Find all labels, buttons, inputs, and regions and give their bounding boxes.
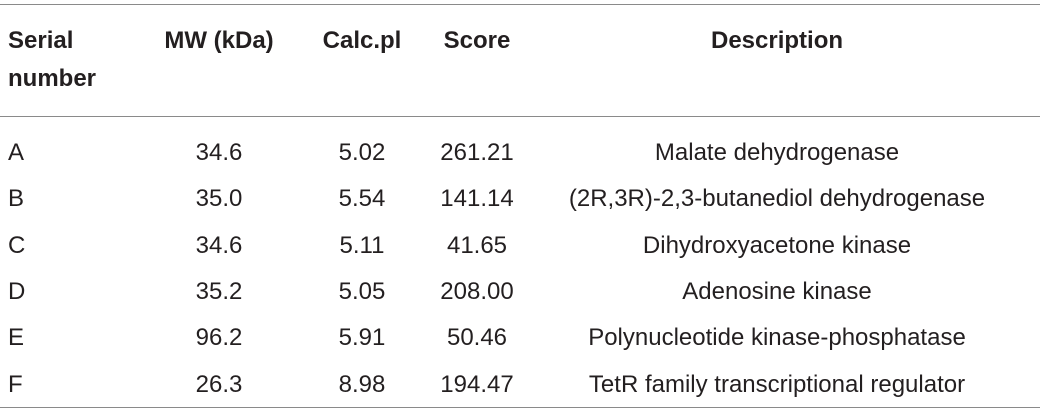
column-header: MW (kDa): [164, 27, 274, 54]
table-cell: 8.98: [338, 370, 386, 398]
table-cell: Polynucleotide kinase-phosphatase: [588, 324, 966, 352]
table-cell: 34.6: [195, 231, 243, 259]
table-cell: B: [8, 185, 25, 213]
column-header: Calc.pl: [322, 27, 402, 54]
table-cell: D: [8, 277, 26, 305]
table-cell: 50.46: [446, 324, 508, 352]
table-cell: 35.2: [195, 277, 243, 305]
table-cell: 5.11: [339, 231, 385, 259]
column-header: Score: [443, 27, 511, 54]
table-cell: 96.2: [195, 324, 243, 352]
table-cell: A: [8, 139, 25, 166]
table-cell: (2R,3R)-2,3-butanediol dehydrogenase: [568, 185, 986, 213]
table-cell: 26.3: [195, 370, 243, 398]
table-cell: 35.0: [195, 185, 243, 213]
top-rule: [0, 4, 1040, 5]
table-cell: 141.14: [440, 185, 514, 213]
column-header: Description: [710, 27, 844, 54]
table-cell: Dihydroxyacetone kinase: [642, 231, 912, 259]
table-cell: 261.21: [440, 139, 514, 166]
table-cell: E: [8, 324, 25, 352]
table-cell: TetR family transcriptional regulator: [588, 370, 966, 398]
table-cell: C: [8, 231, 26, 259]
table-cell: 34.6: [195, 139, 243, 166]
table-cell: 5.05: [338, 277, 386, 305]
table-cell: 208.00: [440, 277, 514, 305]
table-cell: 41.65: [446, 231, 508, 259]
table-cell: 5.91: [338, 324, 386, 352]
table-cell: Malate dehydrogenase: [654, 139, 900, 166]
table-cell: 5.54: [338, 185, 386, 213]
table-cell: 5.02: [338, 139, 386, 166]
header-rule: [0, 116, 1040, 117]
table-cell: 194.47: [440, 370, 514, 398]
bottom-rule: [0, 407, 1040, 408]
table-cell: F: [8, 370, 23, 398]
table-cell: Adenosine kinase: [682, 277, 872, 305]
column-header: Serial number: [8, 27, 97, 92]
